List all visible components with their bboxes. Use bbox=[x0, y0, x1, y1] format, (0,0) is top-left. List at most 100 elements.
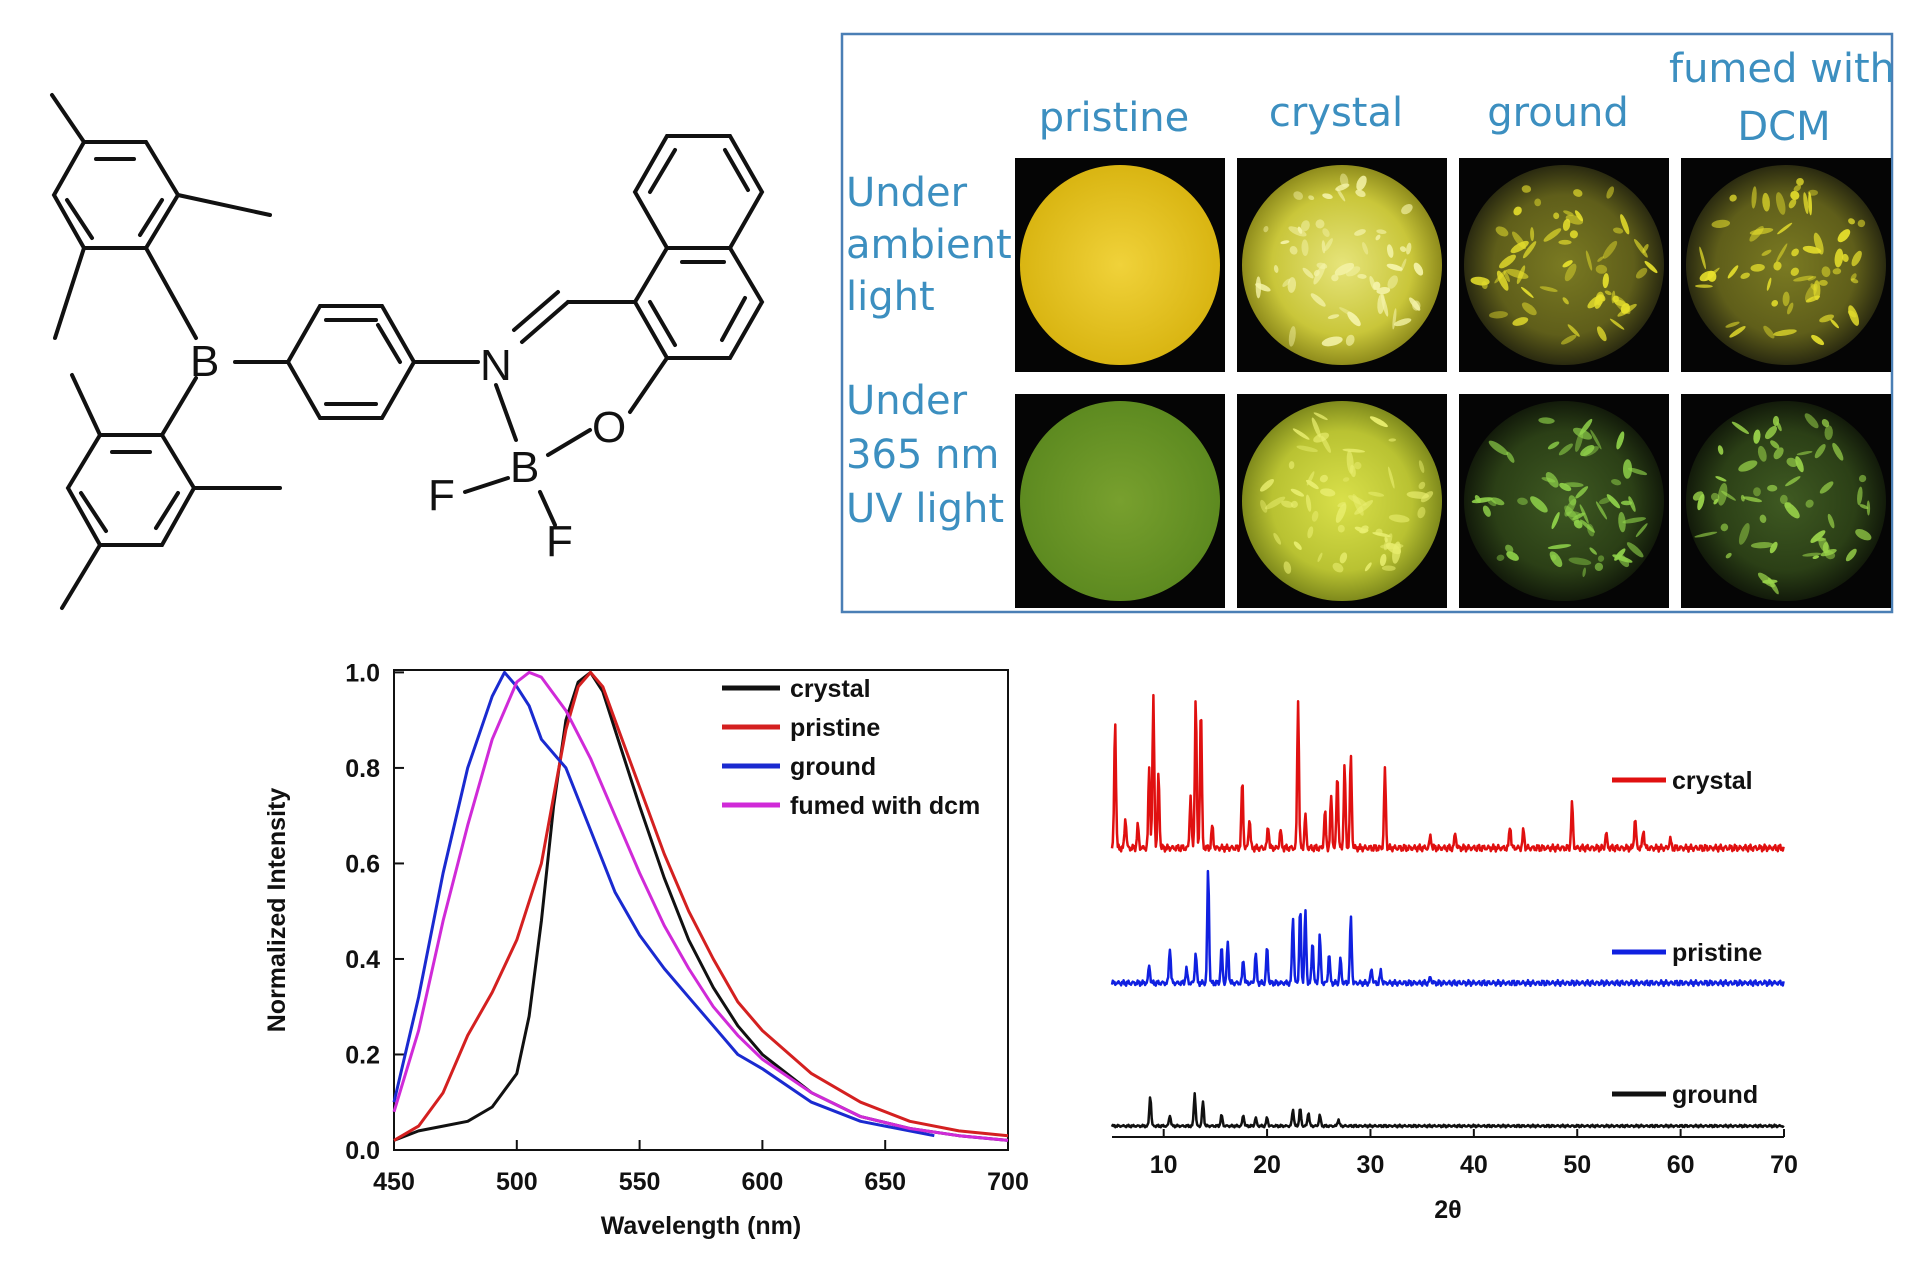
crystal-speck bbox=[1494, 269, 1507, 284]
crystal-speck bbox=[1771, 300, 1779, 307]
crystal-speck bbox=[1597, 256, 1604, 262]
crystal-speck bbox=[1280, 240, 1290, 245]
crystal-speck bbox=[1376, 287, 1391, 295]
crystal-speck bbox=[1301, 239, 1309, 256]
crystal-speck bbox=[1539, 286, 1558, 292]
crystal-speck bbox=[1773, 261, 1782, 271]
photo-ambient-ground bbox=[1459, 158, 1669, 372]
crystal-speck bbox=[1819, 314, 1835, 323]
atom-label: F bbox=[546, 517, 573, 566]
crystal-speck bbox=[1311, 510, 1319, 522]
crystal-speck bbox=[1784, 501, 1792, 509]
xrd-x-axis-title: 2θ bbox=[1434, 1196, 1461, 1224]
xrd-series-lines bbox=[1110, 693, 1785, 1129]
crystal-speck bbox=[1490, 497, 1505, 506]
crystal-speck bbox=[1773, 447, 1784, 460]
crystal-speck bbox=[1313, 412, 1328, 421]
row-label-uv-line3: UV light bbox=[846, 486, 1004, 532]
row-label-uv-line1: Under bbox=[846, 378, 968, 424]
crystal-speck bbox=[1564, 263, 1577, 282]
crystal-speck bbox=[1334, 262, 1355, 276]
crystal-speck bbox=[1283, 561, 1292, 574]
xrd-chart: 10 20 30 40 50 60 70 crystal pristine ground 2θ bbox=[1110, 693, 1798, 1224]
crystal-speck bbox=[1753, 429, 1761, 444]
crystal-speck bbox=[1590, 429, 1602, 450]
crystal-speck bbox=[1596, 326, 1607, 342]
row-label-ambient-line2: ambient bbox=[846, 222, 1012, 268]
crystal-speck bbox=[1345, 334, 1355, 346]
crystal-speck bbox=[1711, 219, 1731, 228]
crystal-speck bbox=[1339, 307, 1357, 318]
crystal-speck bbox=[1400, 258, 1407, 272]
methyl-bond bbox=[176, 193, 272, 217]
crystal-speck bbox=[1339, 173, 1349, 188]
crystal-speck bbox=[1773, 329, 1797, 337]
crystal-speck bbox=[1547, 441, 1560, 450]
xrd-axes: 10 20 30 40 50 60 70 bbox=[1112, 1129, 1798, 1179]
crystal-speck bbox=[1834, 248, 1844, 268]
crystal-speck bbox=[1387, 275, 1398, 289]
crystal-speck bbox=[1729, 194, 1737, 202]
nitrogen-boron-bond bbox=[494, 383, 518, 442]
crystal-speck bbox=[1310, 293, 1326, 307]
atom-label: B bbox=[190, 337, 219, 386]
crystal-speck bbox=[1522, 241, 1537, 259]
crystal-speck bbox=[1569, 230, 1578, 239]
crystal-speck bbox=[1776, 243, 1788, 263]
crystal-speck bbox=[1567, 324, 1580, 337]
column-header-fumed: fumed with DCM bbox=[1669, 46, 1895, 150]
crystal-speck bbox=[1354, 229, 1366, 236]
crystal-speck bbox=[1819, 481, 1834, 494]
crystal-speck bbox=[1345, 266, 1361, 277]
upper-mesityl-double-bond bbox=[138, 198, 164, 237]
crystal-speck bbox=[1313, 263, 1326, 285]
crystal-speck bbox=[1530, 496, 1548, 513]
crystal-speck bbox=[1855, 529, 1872, 541]
crystal-speck bbox=[1808, 192, 1812, 216]
crystal-speck bbox=[1308, 195, 1315, 201]
xrd-x-tick-label: 50 bbox=[1563, 1151, 1591, 1179]
crystal-speck bbox=[1742, 496, 1762, 503]
crystal-speck bbox=[1488, 440, 1509, 456]
crystal-speck bbox=[1399, 246, 1407, 252]
crystal-speck bbox=[1321, 240, 1326, 254]
crystal-speck bbox=[1545, 472, 1559, 488]
aryl-oxygen-bond bbox=[628, 356, 669, 414]
crystal-speck bbox=[1335, 183, 1350, 191]
crystal-speck bbox=[1512, 231, 1526, 250]
crystal-speck bbox=[1562, 260, 1573, 268]
fl-y-tick-label: 0.2 bbox=[345, 1041, 380, 1069]
crystal-speck bbox=[1749, 227, 1774, 235]
crystal-speck bbox=[1324, 238, 1333, 252]
fluorescence-chart: 450 500 550 600 650 700 0.0 0.2 0.4 0.6 0.8 1.0 cry… bbox=[263, 659, 1029, 1240]
methyl-bond bbox=[53, 246, 86, 340]
crystal-speck bbox=[1740, 494, 1745, 502]
crystal-speck bbox=[1521, 302, 1537, 316]
crystal-speck bbox=[1342, 448, 1365, 453]
xrd-x-tick-label: 30 bbox=[1357, 1151, 1385, 1179]
crystal-speck bbox=[1337, 501, 1346, 508]
crystal-speck bbox=[1793, 184, 1802, 192]
crystal-speck bbox=[1769, 541, 1778, 554]
crystal-speck bbox=[1812, 555, 1820, 560]
crystal-speck bbox=[1559, 482, 1572, 492]
crystal-speck bbox=[1814, 443, 1826, 459]
crystal-speck bbox=[1627, 467, 1648, 476]
crystal-speck bbox=[1300, 220, 1310, 232]
crystal-speck bbox=[1543, 228, 1562, 242]
crystal-speck bbox=[1568, 495, 1577, 506]
crystal-speck bbox=[1331, 274, 1339, 282]
crystal-speck bbox=[1594, 562, 1604, 572]
crystal-speck bbox=[1474, 495, 1481, 503]
fl-x-tick-label: 650 bbox=[864, 1168, 906, 1196]
crystal-speck bbox=[1388, 466, 1395, 489]
crystal-speck bbox=[1558, 443, 1573, 456]
atom-label: F bbox=[428, 471, 455, 520]
crystal-speck bbox=[1321, 336, 1343, 347]
crystal-speck bbox=[1790, 267, 1799, 276]
crystal-speck bbox=[1795, 456, 1804, 473]
crystal-speck bbox=[1339, 552, 1348, 564]
crystal-speck bbox=[1377, 293, 1385, 314]
crystal-speck bbox=[1420, 491, 1434, 503]
